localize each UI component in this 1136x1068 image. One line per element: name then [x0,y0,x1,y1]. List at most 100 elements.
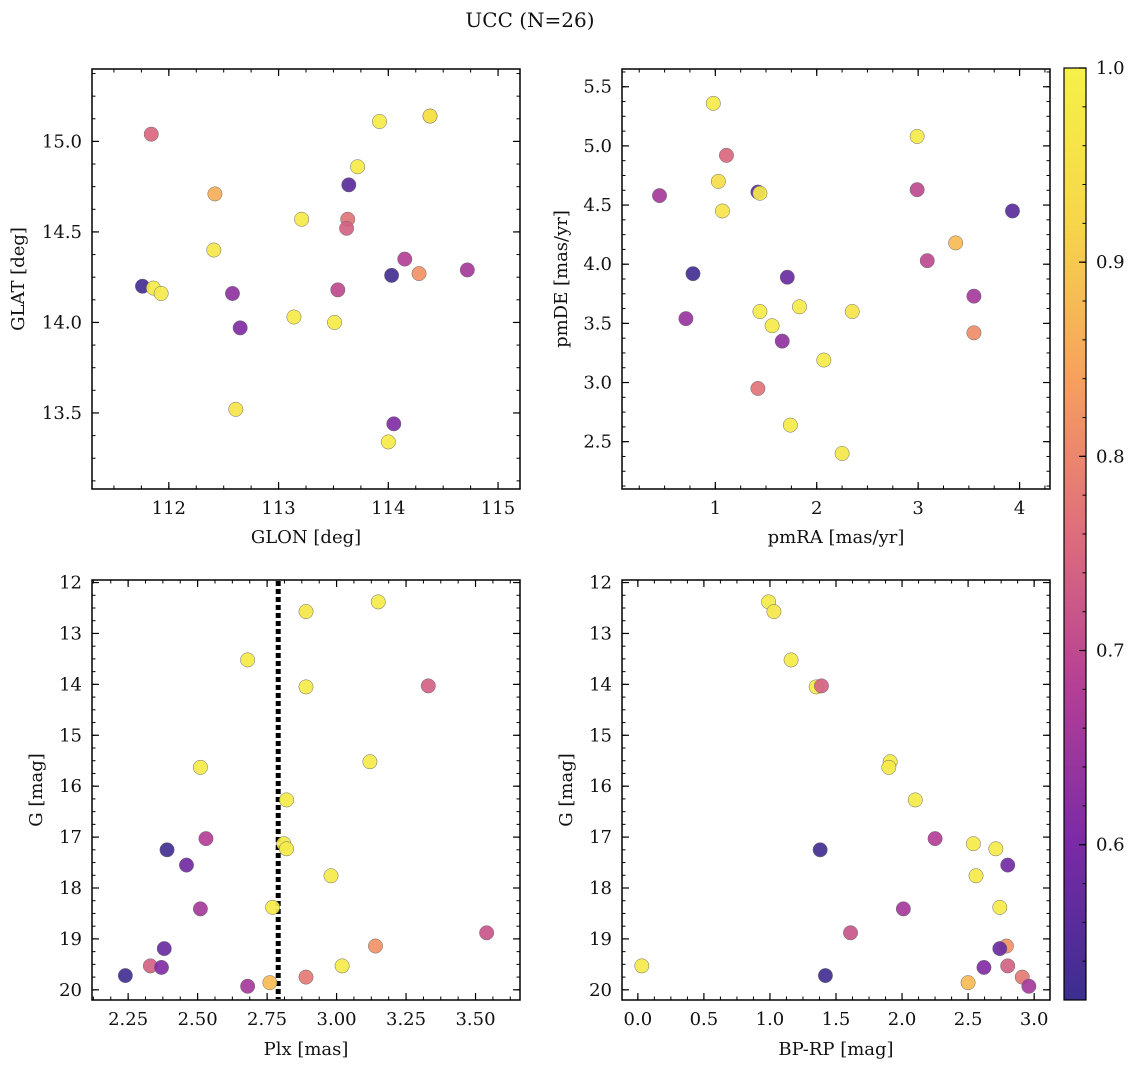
y-tick-label: 20 [59,980,82,1001]
axis-ticks: 112 113 114 115 13.5 14.0 14.5 15.0 [42,69,520,519]
scatter-point [265,899,281,915]
scatter-point [881,759,897,775]
scatter-point [341,177,357,193]
scatter-point [844,304,860,319]
scatter-point [782,417,798,433]
scatter-point [179,857,194,873]
colorbar: 0.6 0.7 0.8 0.9 1.0 [1063,58,1125,1001]
y-tick-label: 13 [59,623,82,644]
scatter-point [153,286,169,301]
panel-pmra-pmde: 1 2 3 42.53.03.54.04.55.05.5 pmRA [mas/yr] … [551,68,1051,548]
x-tick-label: 2.75 [247,1009,287,1030]
scatter-point [752,304,768,319]
x-tick-label: 3.0 [1020,1009,1049,1030]
y-tick-label: 15 [589,725,612,746]
x-tick-label: 112 [152,498,186,519]
y-tick-label: 16 [59,776,82,797]
y-tick-label: 18 [59,878,82,899]
x-tick-label: 3.00 [317,1009,357,1030]
x-tick-label: 3.25 [386,1009,426,1030]
scatter-point [812,842,828,858]
scatter-point [339,220,355,236]
y-tick-label: 4.5 [583,195,612,216]
x-tick-label: 114 [371,498,405,519]
scatter-point [156,941,172,957]
scatter-point [232,320,248,336]
scatter-point [323,868,339,884]
y-tick-label: 5.0 [583,136,612,157]
scatter-point [422,108,438,124]
scatter-point [198,831,214,847]
scatter-point [1000,857,1016,873]
scatter-point [764,318,780,334]
scatter-point [814,678,829,694]
x-axis-label: Plx [mas] [264,1039,349,1060]
x-tick-label: 2.25 [108,1009,148,1030]
scatter-point [907,792,923,808]
x-tick-label: 4 [1014,498,1025,519]
x-tick-label: 2.5 [954,1009,983,1030]
x-axis-label: BP-RP [mag] [778,1039,893,1060]
x-tick-label: 3 [912,498,923,519]
scatter-point [779,269,795,285]
x-tick-label: 2.0 [888,1009,917,1030]
scatter-points [652,95,1020,461]
y-axis-label: G [mag] [556,753,577,826]
scatter-point [719,147,734,163]
scatter-point [370,594,386,610]
y-tick-label: 15 [59,725,82,746]
colorbar-tick-label: 1.0 [1096,58,1125,79]
x-tick-label: 2.50 [178,1009,218,1030]
scatter-point [752,185,768,201]
scatter-point [286,309,302,325]
x-axis-label: pmRA [mas/yr] [768,527,905,548]
scatter-point [143,126,159,142]
scatter-point [372,114,387,129]
scatter-point [192,901,208,917]
y-tick-label: 18 [589,878,612,899]
plot-frame [621,68,1051,490]
axis-ticks: 1 2 3 4 2.5 3.0 3.5 4.0 4.5 5.0 5.5 [583,69,1050,519]
scatter-points [135,108,475,450]
scatter-point [298,969,314,985]
y-tick-label: 15.0 [42,131,82,152]
scatter-point [330,282,346,298]
panel-plx-g: 2.25 2.50 2.75 3.00 3.25 3.50 12 13 14 15 16 17 18 19… [26,573,521,1060]
scatter-point [968,868,984,884]
y-tick-label: 3.0 [583,373,612,394]
scatter-point [240,652,256,668]
y-tick-label: 14 [589,674,612,695]
y-tick-label: 20 [589,980,612,1001]
axis-ticks: 2.25 2.50 2.75 3.00 3.25 3.50 12 13 14 15 16 17 18 19… [59,573,520,1030]
colorbar-tick-label: 0.7 [1096,641,1125,662]
scatter-point [705,95,721,111]
x-tick-label: 1.0 [756,1009,785,1030]
scatter-point [834,446,850,461]
y-tick-label: 16 [589,776,612,797]
plot-frame [91,579,521,1001]
scatter-point [362,754,378,770]
y-tick-label: 13.5 [42,403,82,424]
scatter-point [262,975,278,991]
scatter-point [228,401,244,417]
scatter-point [965,836,981,852]
scatter-point [843,925,858,941]
scatter-point [192,759,208,775]
plot-frame [621,579,1051,1001]
x-tick-label: 1 [710,498,721,519]
scatter-point [207,186,223,202]
scatter-point [895,901,911,917]
scatter-point [294,211,310,227]
scatter-point [927,831,943,847]
scatter-point [327,314,342,330]
scatter-point [992,941,1008,957]
y-tick-label: 14.5 [42,222,82,243]
scatter-point [1021,978,1037,994]
y-tick-label: 14.0 [42,312,82,333]
scatter-point [714,203,730,219]
scatter-point [988,841,1004,857]
scatter-point [783,652,799,668]
scatter-point [154,959,169,975]
